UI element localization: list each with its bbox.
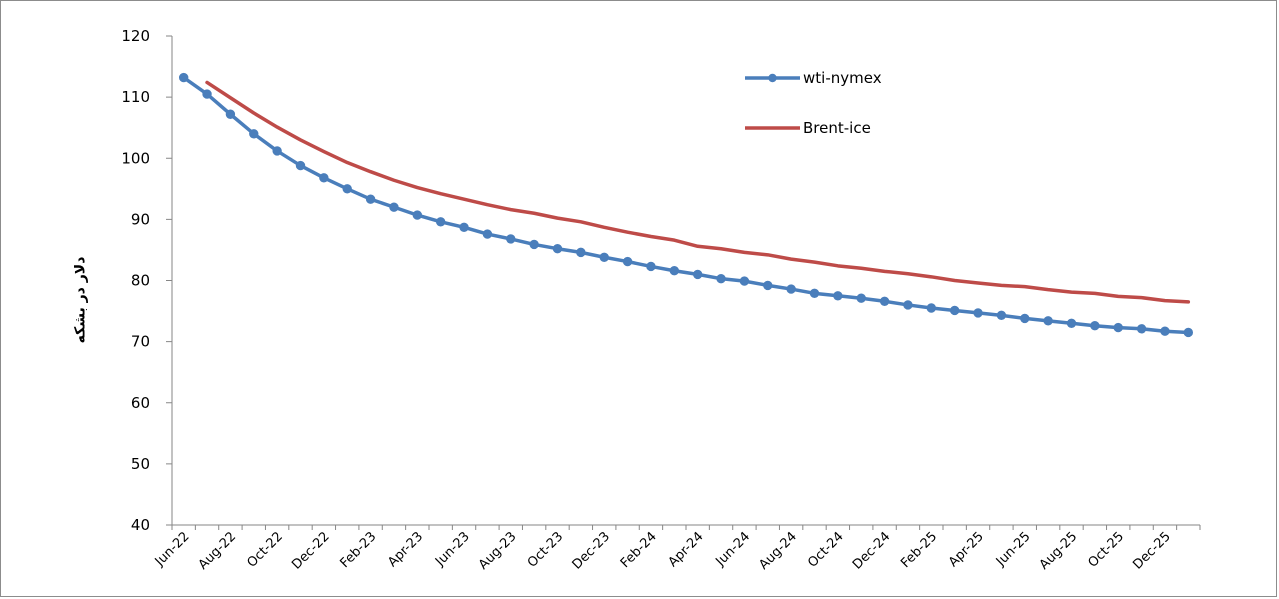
- data-point: [1160, 326, 1170, 336]
- data-point: [763, 280, 773, 291]
- data-point: [1183, 327, 1194, 338]
- x-tick-label: Oct-23: [525, 529, 567, 571]
- x-tick-label: Jun-23: [432, 529, 473, 570]
- data-point: [996, 310, 1007, 321]
- data-point: [202, 89, 212, 99]
- data-point: [342, 184, 352, 194]
- data-point: [1090, 321, 1100, 331]
- x-tick-label: Aug-24: [756, 529, 800, 573]
- data-point: [295, 160, 306, 171]
- y-tick-label: 50: [131, 455, 150, 473]
- data-point: [412, 210, 423, 220]
- data-point: [949, 305, 960, 316]
- data-point: [225, 109, 236, 119]
- legend-label: Brent-ice: [803, 119, 871, 137]
- data-point: [1113, 322, 1123, 333]
- data-point: [1020, 313, 1030, 324]
- data-point: [459, 222, 469, 233]
- series-line-brent-ice: [205, 80, 1191, 304]
- data-point: [552, 244, 563, 254]
- data-point: [879, 296, 890, 306]
- data-point: [739, 276, 750, 286]
- y-tick-label: 110: [121, 88, 150, 106]
- data-point: [576, 247, 586, 258]
- data-point: [389, 202, 399, 212]
- data-point: [926, 303, 937, 313]
- series-line-wti-nymex: [181, 75, 1191, 335]
- data-point: [435, 217, 446, 227]
- x-tick-label: Feb-23: [338, 529, 380, 571]
- x-tick-label: Feb-24: [618, 529, 660, 571]
- y-axis-title-wrap: دلار در بشکه: [60, 250, 100, 350]
- y-tick-label: 100: [121, 149, 150, 167]
- data-point: [1136, 324, 1147, 334]
- y-tick-label: 80: [131, 272, 150, 290]
- x-tick-label: Apr-23: [385, 529, 426, 570]
- x-tick-label: Dec-24: [850, 529, 893, 572]
- data-point: [903, 300, 913, 310]
- x-tick-label: Dec-23: [570, 529, 613, 572]
- data-point: [692, 269, 703, 280]
- x-tick-label: Apr-24: [666, 529, 707, 570]
- data-point: [716, 273, 726, 284]
- data-point: [646, 261, 656, 272]
- data-point: [622, 256, 633, 267]
- x-tick-label: Apr-25: [946, 529, 987, 570]
- data-point: [1043, 316, 1053, 326]
- legend-swatch-marker: [768, 73, 777, 83]
- y-tick-label: 90: [131, 210, 150, 228]
- y-tick-label: 40: [131, 516, 150, 534]
- x-tick-label: Dec-25: [1130, 529, 1173, 572]
- data-point: [599, 252, 609, 262]
- data-point: [833, 291, 843, 301]
- data-point: [272, 146, 282, 156]
- data-point: [809, 288, 820, 299]
- data-point: [529, 239, 539, 250]
- x-tick-label: Feb-25: [898, 529, 940, 571]
- data-point: [506, 234, 516, 244]
- x-tick-label: Jun-22: [152, 529, 193, 570]
- y-tick-label: 70: [131, 333, 150, 351]
- x-tick-label: Dec-22: [289, 529, 332, 572]
- data-point: [669, 266, 680, 276]
- data-point: [973, 308, 983, 318]
- data-point: [178, 72, 189, 83]
- data-point: [365, 194, 376, 204]
- data-point: [482, 229, 493, 239]
- x-tick-label: Aug-23: [476, 529, 520, 573]
- data-point: [786, 284, 796, 294]
- y-axis-title: دلار در بشکه: [72, 256, 89, 344]
- legend-label: wti-nymex: [803, 69, 882, 87]
- x-tick-label: Aug-22: [196, 529, 240, 573]
- data-point: [856, 293, 866, 303]
- x-tick-label: Oct-24: [805, 529, 847, 571]
- data-point: [249, 129, 259, 139]
- x-tick-label: Jun-24: [713, 529, 754, 570]
- data-point: [1066, 318, 1077, 328]
- x-tick-label: Oct-22: [244, 529, 286, 571]
- y-tick-label: 60: [131, 394, 150, 412]
- x-tick-label: Aug-25: [1037, 529, 1081, 573]
- y-tick-label: 120: [121, 27, 150, 45]
- data-point: [319, 173, 329, 183]
- x-tick-label: Oct-25: [1086, 529, 1128, 571]
- x-tick-label: Jun-25: [993, 529, 1034, 570]
